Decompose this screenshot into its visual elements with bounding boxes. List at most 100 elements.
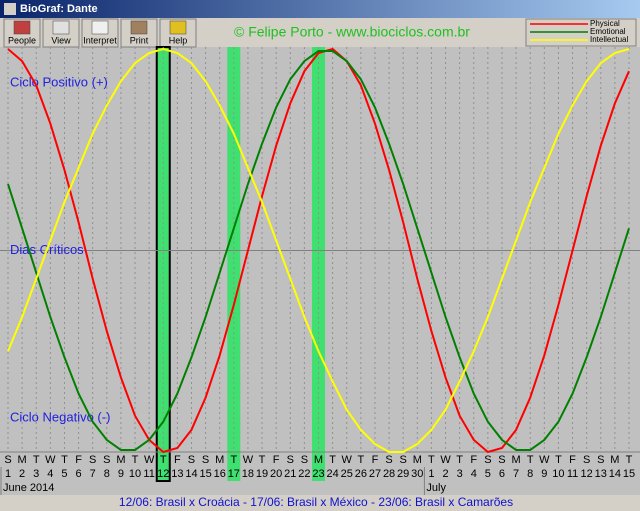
day-label: 15	[199, 468, 211, 480]
day-label: 30	[411, 468, 423, 480]
day-label: 13	[171, 468, 183, 480]
weekday-label: T	[329, 454, 336, 466]
legend-label: Physical	[590, 19, 620, 28]
weekday-label: W	[440, 454, 451, 466]
weekday-label: T	[61, 454, 68, 466]
button-label: Print	[130, 35, 149, 45]
weekday-label: T	[259, 454, 266, 466]
series-line	[7, 50, 630, 451]
weekday-label: S	[400, 454, 407, 466]
day-label: 7	[513, 468, 519, 480]
weekday-label: S	[597, 454, 604, 466]
weekday-label: S	[484, 454, 491, 466]
weekday-label: T	[33, 454, 40, 466]
weekday-label: W	[144, 454, 155, 466]
weekday-label: M	[116, 454, 125, 466]
weekday-label: S	[89, 454, 96, 466]
day-label: 10	[552, 468, 564, 480]
status-bar	[0, 495, 640, 511]
month-label: June 2014	[3, 482, 54, 494]
title-bar	[0, 0, 640, 18]
weekday-label: S	[498, 454, 505, 466]
weekday-label: M	[18, 454, 27, 466]
annotation: Ciclo Positivo (+)	[10, 74, 108, 89]
day-label: 29	[397, 468, 409, 480]
month-label: July	[426, 482, 446, 494]
series-line	[7, 47, 630, 454]
weekday-label: M	[413, 454, 422, 466]
button-icon	[91, 20, 109, 35]
weekday-label: S	[583, 454, 590, 466]
button-label: Interpret	[83, 35, 117, 45]
day-label: 21	[284, 468, 296, 480]
weekday-label: W	[243, 454, 254, 466]
button-icon	[52, 20, 70, 35]
copyright: © Felipe Porto - www.biociclos.com.br	[234, 24, 470, 40]
day-label: 20	[270, 468, 282, 480]
day-label: 3	[457, 468, 463, 480]
weekday-label: M	[610, 454, 619, 466]
series-line	[7, 47, 630, 453]
day-label: 1	[5, 468, 11, 480]
day-label: 2	[19, 468, 25, 480]
legend-label: Intellectual	[590, 35, 628, 44]
button-label: View	[51, 35, 71, 45]
weekday-label: T	[230, 454, 237, 466]
annotation: Ciclo Negativo (-)	[10, 409, 110, 424]
weekday-label: W	[539, 454, 550, 466]
weekday-label: M	[215, 454, 224, 466]
weekday-label: F	[75, 454, 82, 466]
day-label: 11	[143, 468, 154, 480]
weekday-label: S	[103, 454, 110, 466]
weekday-label: W	[45, 454, 56, 466]
weekday-label: T	[527, 454, 534, 466]
day-label: 28	[383, 468, 395, 480]
weekday-label: T	[626, 454, 633, 466]
button-icon	[169, 20, 187, 35]
weekday-label: F	[470, 454, 477, 466]
day-label: 14	[609, 468, 621, 480]
day-label: 23	[312, 468, 324, 480]
day-label: 12	[581, 468, 593, 480]
weekday-label: S	[4, 454, 11, 466]
day-label: 26	[355, 468, 367, 480]
weekday-label: T	[456, 454, 463, 466]
day-label: 10	[129, 468, 141, 480]
day-label: 8	[527, 468, 533, 480]
day-label: 4	[47, 468, 53, 480]
weekday-label: M	[314, 454, 323, 466]
weekday-label: T	[132, 454, 139, 466]
weekday-label: S	[188, 454, 195, 466]
day-label: 22	[298, 468, 310, 480]
day-label: 13	[595, 468, 607, 480]
day-label: 9	[541, 468, 547, 480]
weekday-label: T	[555, 454, 562, 466]
legend-label: Emotional	[590, 27, 626, 36]
day-label: 14	[185, 468, 197, 480]
day-label: 5	[485, 468, 491, 480]
day-label: 16	[214, 468, 226, 480]
button-icon	[130, 20, 148, 35]
weekday-label: M	[512, 454, 521, 466]
day-label: 3	[33, 468, 39, 480]
weekday-label: S	[385, 454, 392, 466]
day-label: 2	[442, 468, 448, 480]
weekday-label: T	[160, 454, 167, 466]
button-label: Help	[169, 35, 188, 45]
weekday-label: S	[301, 454, 308, 466]
status-text: 12/06: Brasil x Croácia - 17/06: Brasil …	[119, 495, 513, 509]
day-label: 27	[369, 468, 381, 480]
weekday-label: F	[569, 454, 576, 466]
day-label: 12	[157, 468, 169, 480]
day-label: 6	[499, 468, 505, 480]
day-label: 17	[228, 468, 240, 480]
weekday-label: S	[287, 454, 294, 466]
weekday-label: F	[273, 454, 280, 466]
weekday-label: T	[428, 454, 435, 466]
window-title: BioGraf: Dante	[20, 3, 98, 15]
weekday-label: T	[357, 454, 364, 466]
weekday-label: F	[174, 454, 181, 466]
button-label: People	[8, 35, 36, 45]
weekday-label: W	[342, 454, 353, 466]
